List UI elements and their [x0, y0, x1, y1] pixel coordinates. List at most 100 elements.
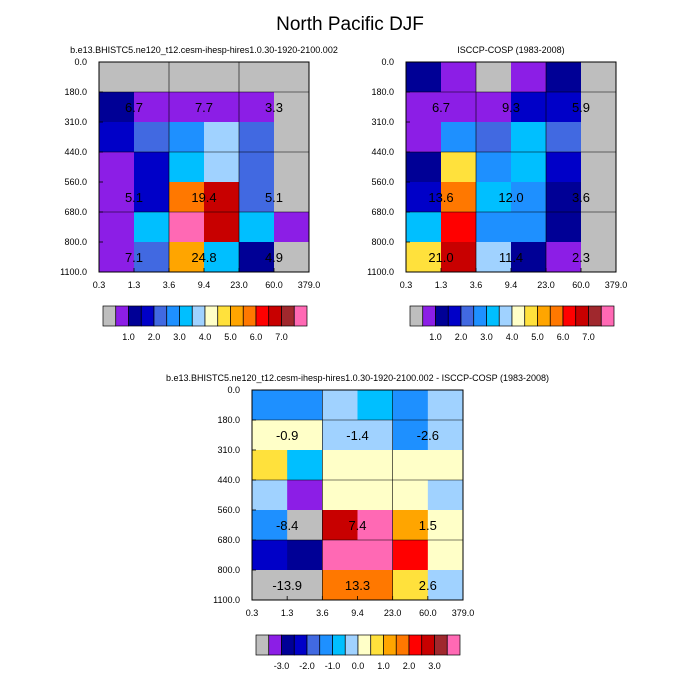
heatmap-cell: [287, 570, 323, 601]
figure-title: North Pacific DJF: [276, 14, 424, 35]
x-tick-label: 9.4: [505, 280, 518, 290]
heatmap-cell: [581, 122, 617, 153]
colorbar-label: 7.0: [275, 332, 288, 342]
block-value-label: 7.4: [348, 518, 366, 533]
block-value-label: 11.4: [499, 250, 523, 265]
heatmap-cell: [134, 242, 170, 273]
colorbar-swatch: [409, 305, 424, 327]
colorbar-label: 0.0: [352, 661, 365, 671]
colorbar-difference: -3.0 -2.0 -1.0 0.0 1.0 2.0 3.0: [255, 634, 461, 671]
x-tick-label: 1.3: [281, 608, 294, 618]
colorbar-label: 3.0: [428, 661, 441, 671]
heatmap-cell: [392, 420, 429, 451]
colorbar-label: 5.0: [224, 332, 237, 342]
y-tick-label: 0.0: [227, 385, 240, 395]
y-tick-label: 0.0: [381, 57, 394, 67]
colorbar-swatch: [242, 305, 257, 327]
y-tick-label: 1100.0: [213, 595, 240, 605]
heatmap-cell: [322, 420, 358, 451]
heatmap-cell: [357, 570, 394, 601]
heatmap-cell: [287, 480, 323, 511]
heatmap-cell: [441, 62, 477, 93]
colorbar-swatch: [537, 305, 551, 327]
block-value-label: 13.3: [345, 578, 370, 593]
colorbar-swatch: [395, 634, 410, 656]
colorbar-label: 1.0: [377, 661, 390, 671]
heatmap-cell: [357, 390, 394, 421]
colorbar-swatch: [383, 634, 397, 656]
heatmap-cell: [169, 122, 205, 153]
block-value-label: 4.9: [265, 250, 283, 265]
x-tick-label: 379.0: [452, 608, 475, 618]
colorbar-swatch: [230, 305, 244, 327]
y-tick-label: 180.0: [217, 415, 240, 425]
heatmap-cell: [204, 122, 240, 153]
heatmap-cell: [427, 420, 464, 451]
heatmap-cell: [274, 62, 310, 93]
colorbar-swatch: [446, 634, 461, 656]
colorbar-swatch: [191, 305, 206, 327]
y-tick-label: 440.0: [64, 147, 87, 157]
heatmap-cell: [287, 390, 323, 421]
colorbar-swatch: [562, 305, 577, 327]
block-value-label: -1.4: [346, 428, 368, 443]
heatmap-cell: [357, 420, 394, 451]
heatmap-cell: [134, 152, 170, 183]
heatmap-cell: [99, 62, 135, 93]
heatmap-cell: [274, 92, 310, 123]
heatmap-cell: [239, 242, 275, 273]
block-value-label: 5.9: [572, 100, 590, 115]
y-tick-label: 680.0: [217, 535, 240, 545]
colorbar-label: 2.0: [403, 661, 416, 671]
heatmap-cell: [239, 62, 275, 93]
heatmap-cell: [406, 62, 442, 93]
y-tick-label: 560.0: [217, 505, 240, 515]
x-tick-label: 3.6: [163, 280, 176, 290]
y-tick-label: 1100.0: [367, 267, 394, 277]
colorbar-swatch: [153, 305, 168, 327]
colorbar-swatch: [511, 305, 526, 327]
heatmap-cell: [392, 450, 429, 481]
block-value-label: 2.3: [572, 250, 590, 265]
heatmap-cell: [546, 212, 582, 243]
heatmap-cell: [476, 92, 512, 123]
block-value-label: 7.7: [195, 100, 213, 115]
colorbar-swatch: [217, 305, 231, 327]
heatmap-cell: [476, 62, 512, 93]
block-value-label: 1.5: [419, 518, 437, 533]
heatmap-cell: [427, 540, 464, 571]
heatmap-cell: [546, 152, 582, 183]
colorbar-label: -1.0: [325, 661, 341, 671]
heatmap-cell: [322, 480, 358, 511]
block-value-label: 24.8: [191, 250, 216, 265]
block-value-label: -13.9: [272, 578, 302, 593]
colorbar-swatch: [498, 305, 513, 327]
x-tick-label: 1.3: [435, 280, 448, 290]
colorbar-label: 4.0: [199, 332, 212, 342]
colorbar-swatch: [575, 305, 589, 327]
colorbar-label: 2.0: [148, 332, 161, 342]
heatmap-cell: [476, 242, 512, 273]
heatmap-cell: [441, 92, 477, 123]
heatmap-cell: [511, 152, 547, 183]
colorbar-label: 3.0: [173, 332, 186, 342]
heatmap-cell: [99, 212, 135, 243]
heatmap-cell: [204, 182, 240, 213]
colorbar-swatch: [600, 305, 615, 327]
colorbar-swatch: [102, 305, 117, 327]
heatmap-cell: [357, 510, 394, 541]
heatmap-cell: [511, 122, 547, 153]
block-value-label: 6.7: [432, 100, 450, 115]
heatmap-cell: [581, 242, 617, 273]
heatmap-cell: [274, 212, 310, 243]
heatmap-cell: [392, 540, 429, 571]
heatmap-cell: [511, 92, 547, 123]
heatmap-cell: [392, 510, 429, 541]
colorbar-swatch: [166, 305, 180, 327]
heatmap-cell: [252, 570, 288, 601]
x-tick-label: 60.0: [572, 280, 590, 290]
heatmap-cell: [322, 510, 358, 541]
panel-difference: b.e13.BHISTC5.ne120_t12.cesm-ihesp-hires…: [166, 373, 549, 618]
heatmap-cell: [204, 92, 240, 123]
y-tick-label: 0.0: [74, 57, 87, 67]
